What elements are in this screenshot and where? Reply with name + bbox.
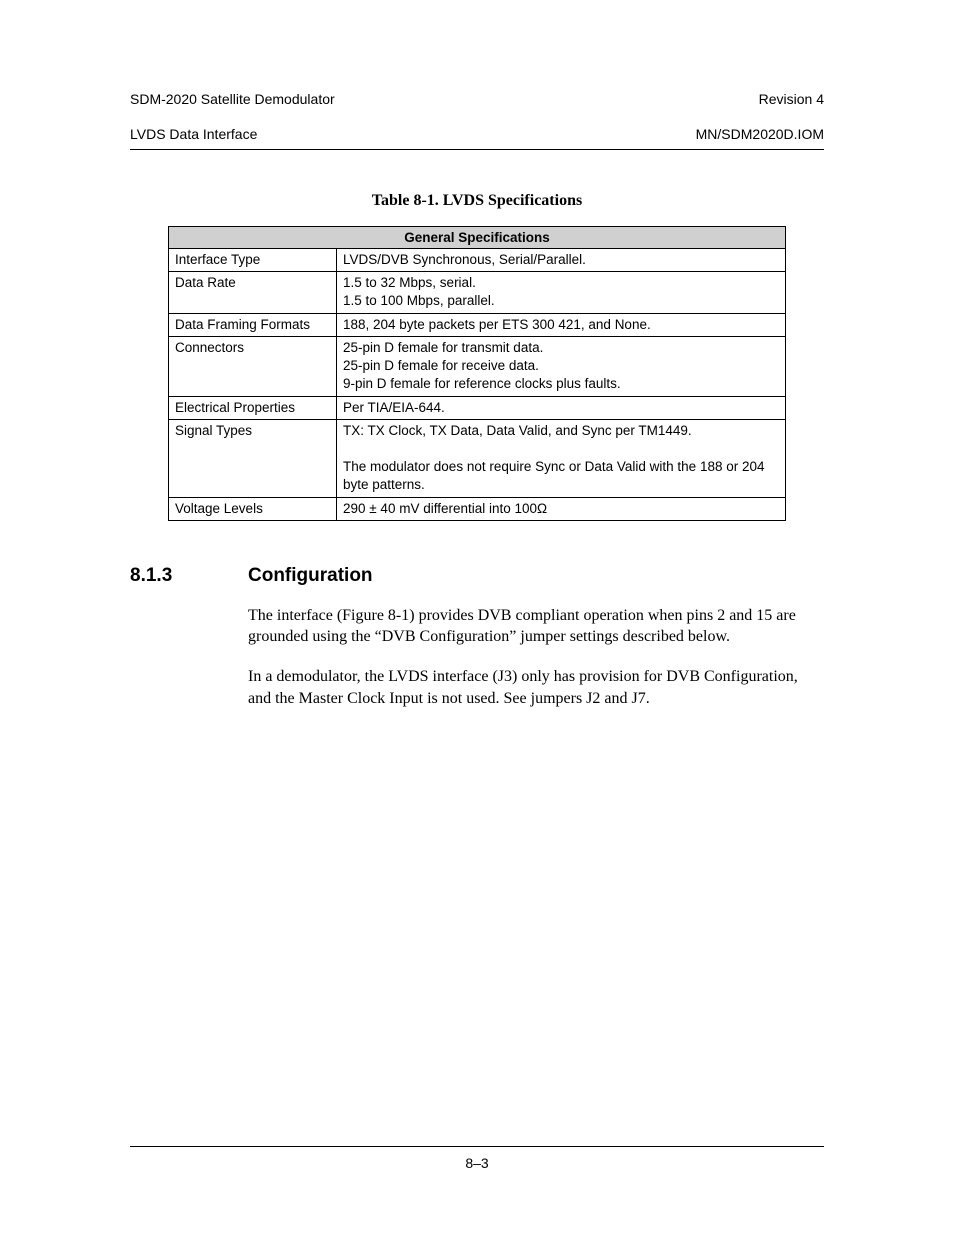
section-body: The interface (Figure 8-1) provides DVB … [248, 605, 824, 709]
table-cell-value: 25-pin D female for transmit data. 25-pi… [337, 336, 786, 396]
header-right-line1: Revision 4 [759, 91, 824, 107]
table-cell-label: Electrical Properties [169, 396, 337, 419]
spec-table-body: Interface TypeLVDS/DVB Synchronous, Seri… [169, 249, 786, 521]
header-left: SDM-2020 Satellite Demodulator LVDS Data… [130, 73, 335, 143]
table-row: Data Framing Formats188, 204 byte packet… [169, 313, 786, 336]
table-cell-value: LVDS/DVB Synchronous, Serial/Parallel. [337, 249, 786, 272]
page-footer: 8–3 [130, 1146, 824, 1171]
table-row: Interface TypeLVDS/DVB Synchronous, Seri… [169, 249, 786, 272]
table-cell-value: 188, 204 byte packets per ETS 300 421, a… [337, 313, 786, 336]
page-number: 8–3 [130, 1155, 824, 1171]
table-cell-value: TX: TX Clock, TX Data, Data Valid, and S… [337, 419, 786, 497]
table-row: Electrical PropertiesPer TIA/EIA-644. [169, 396, 786, 419]
table-row: Signal TypesTX: TX Clock, TX Data, Data … [169, 419, 786, 497]
table-cell-value: Per TIA/EIA-644. [337, 396, 786, 419]
table-cell-label: Voltage Levels [169, 497, 337, 520]
table-row: Voltage Levels290 ± 40 mV differential i… [169, 497, 786, 520]
table-row: Data Rate1.5 to 32 Mbps, serial. 1.5 to … [169, 272, 786, 313]
table-cell-value: 290 ± 40 mV differential into 100Ω [337, 497, 786, 520]
table-cell-value: 1.5 to 32 Mbps, serial. 1.5 to 100 Mbps,… [337, 272, 786, 313]
table-cell-label: Connectors [169, 336, 337, 396]
spec-table-header: General Specifications [169, 227, 786, 249]
header-left-line2: LVDS Data Interface [130, 126, 257, 142]
table-cell-label: Data Rate [169, 272, 337, 313]
header-right: Revision 4 MN/SDM2020D.IOM [696, 73, 824, 143]
header-right-line2: MN/SDM2020D.IOM [696, 126, 824, 142]
table-cell-label: Signal Types [169, 419, 337, 497]
table-cell-label: Interface Type [169, 249, 337, 272]
section-title: Configuration [248, 565, 373, 587]
table-cell-label: Data Framing Formats [169, 313, 337, 336]
body-paragraph: The interface (Figure 8-1) provides DVB … [248, 605, 824, 648]
footer-rule [130, 1146, 824, 1147]
spec-table: General Specifications Interface TypeLVD… [168, 226, 786, 521]
body-paragraph: In a demodulator, the LVDS interface (J3… [248, 666, 824, 709]
page-header: SDM-2020 Satellite Demodulator LVDS Data… [130, 73, 824, 149]
table-row: Connectors25-pin D female for transmit d… [169, 336, 786, 396]
header-left-line1: SDM-2020 Satellite Demodulator [130, 91, 335, 107]
section-heading: 8.1.3 Configuration [130, 565, 824, 587]
header-rule [130, 149, 824, 150]
section-number: 8.1.3 [130, 565, 248, 587]
table-title: Table 8-1. LVDS Specifications [130, 192, 824, 210]
page: SDM-2020 Satellite Demodulator LVDS Data… [0, 0, 954, 1235]
